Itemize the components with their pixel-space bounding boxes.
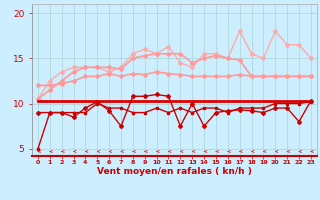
X-axis label: Vent moyen/en rafales ( kn/h ): Vent moyen/en rafales ( kn/h ) (97, 167, 252, 176)
